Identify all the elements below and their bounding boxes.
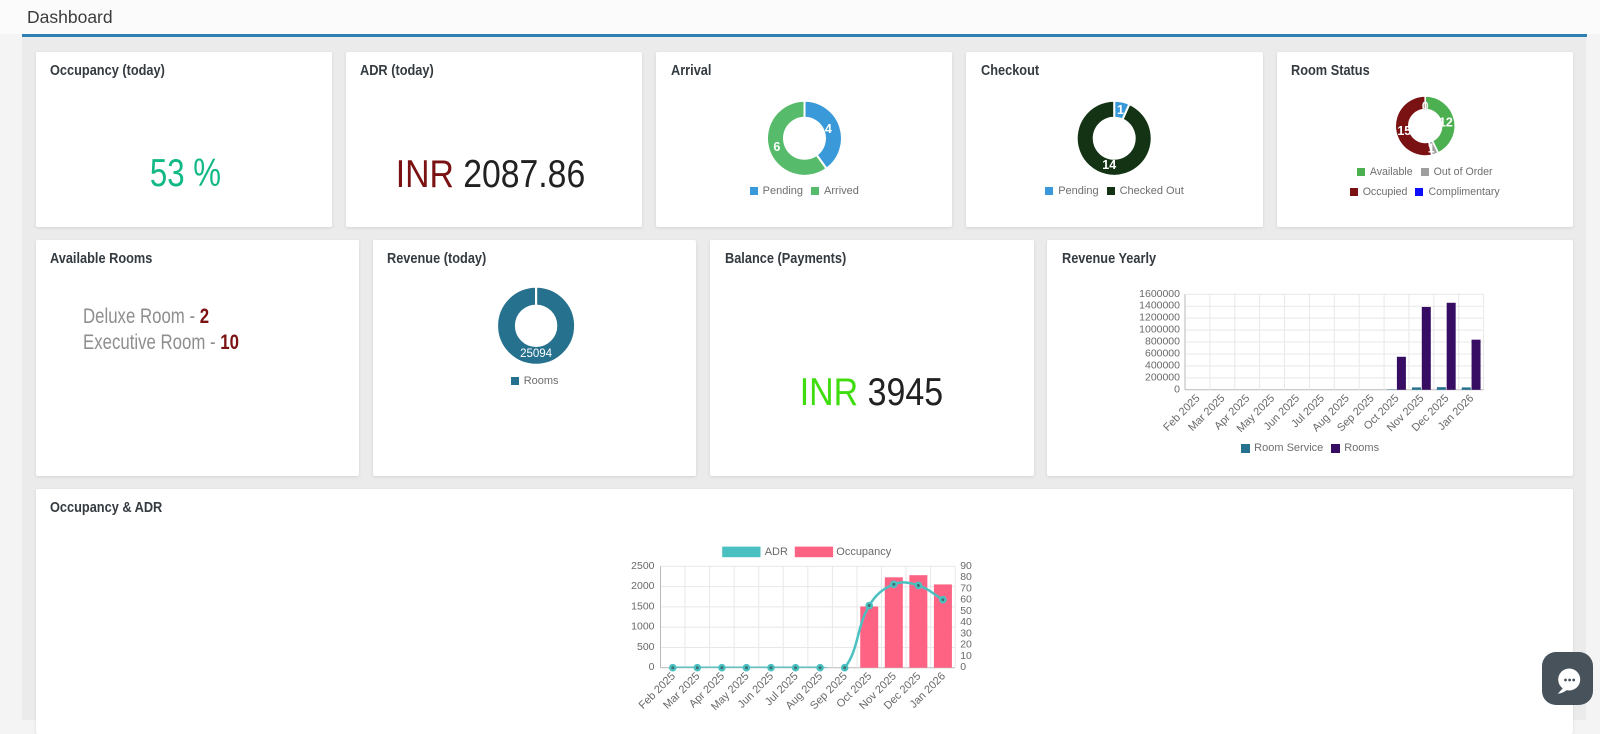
svg-text:50: 50 [960, 606, 972, 617]
svg-text:60: 60 [960, 595, 972, 606]
svg-text:800000: 800000 [1145, 337, 1180, 348]
svg-text:1200000: 1200000 [1139, 313, 1180, 324]
svg-text:20: 20 [960, 640, 972, 651]
svg-text:25094: 25094 [520, 348, 553, 360]
svg-text:200000: 200000 [1145, 372, 1180, 383]
svg-text:0: 0 [1421, 99, 1428, 113]
svg-text:12: 12 [1438, 115, 1452, 129]
svg-text:1500: 1500 [631, 601, 654, 612]
svg-text:0: 0 [960, 662, 966, 673]
svg-text:1000: 1000 [631, 622, 654, 633]
svg-text:2500: 2500 [631, 561, 654, 572]
svg-text:0: 0 [648, 662, 654, 673]
svg-text:500: 500 [637, 642, 655, 653]
svg-text:1: 1 [1427, 141, 1434, 155]
svg-text:0: 0 [1174, 384, 1180, 395]
svg-text:40: 40 [960, 617, 972, 628]
svg-text:6: 6 [774, 139, 781, 153]
svg-text:ADR: ADR [764, 546, 787, 558]
svg-text:Occupancy: Occupancy [836, 546, 891, 558]
svg-text:2000: 2000 [631, 581, 654, 592]
svg-text:400000: 400000 [1145, 360, 1180, 371]
svg-text:1600000: 1600000 [1139, 289, 1180, 300]
svg-text:4: 4 [825, 122, 832, 136]
svg-text:15: 15 [1397, 123, 1411, 137]
svg-text:90: 90 [960, 561, 972, 572]
svg-text:30: 30 [960, 628, 972, 639]
svg-text:1000000: 1000000 [1139, 325, 1180, 336]
svg-text:80: 80 [960, 572, 972, 583]
svg-text:10: 10 [960, 651, 972, 662]
svg-text:1400000: 1400000 [1139, 301, 1180, 312]
svg-text:14: 14 [1103, 157, 1117, 171]
svg-text:70: 70 [960, 583, 972, 594]
svg-text:1: 1 [1117, 102, 1124, 116]
svg-text:600000: 600000 [1145, 348, 1180, 359]
